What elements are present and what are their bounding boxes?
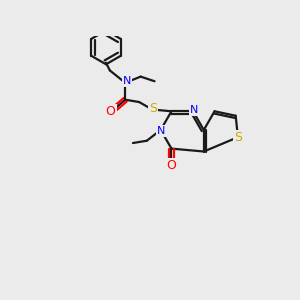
Text: O: O (106, 105, 116, 118)
Text: S: S (149, 103, 157, 116)
Text: N: N (157, 126, 166, 136)
Text: N: N (123, 76, 131, 86)
Text: O: O (167, 159, 176, 172)
Text: S: S (234, 131, 242, 144)
Text: N: N (190, 106, 198, 116)
